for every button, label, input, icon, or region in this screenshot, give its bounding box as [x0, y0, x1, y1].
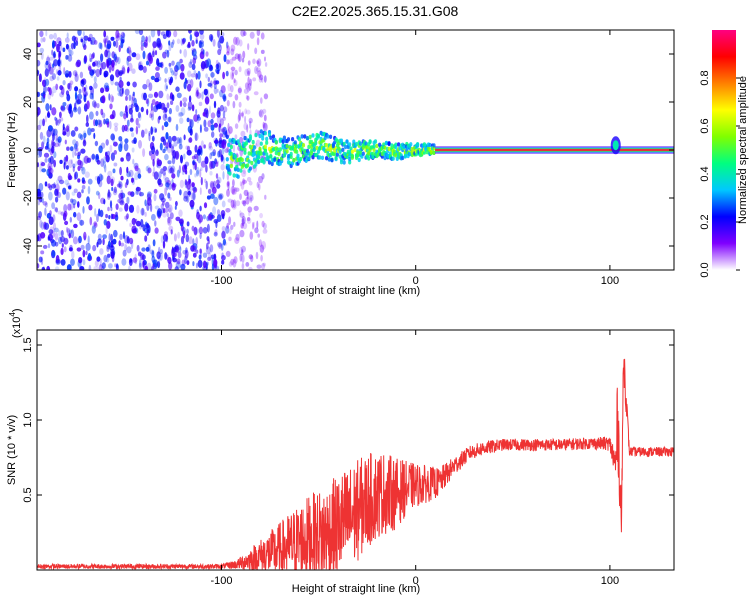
- snr-x-axis: -100 0 100: [210, 330, 619, 587]
- spectrogram-panel: -100 0 100 -40 -20 0 20 40 Height of straight …: [6, 29, 675, 297]
- spectrogram-marks: [37, 30, 674, 270]
- spectrogram-y-tick-label: -20: [22, 190, 34, 206]
- colorbar-label: Normalized spectral amplitude: [737, 76, 749, 224]
- spectrogram-x-tick-label: 100: [601, 275, 619, 287]
- snr-y-tick-label: 1.0: [22, 412, 34, 427]
- colorbar-tick-label: 0.4: [699, 166, 711, 181]
- spectrogram-y-label: Frequency (Hz): [6, 112, 18, 188]
- snr-scale-base: (x10: [11, 317, 23, 338]
- snr-y-label: SNR (10 * v/v): [6, 415, 18, 485]
- snr-scale-label: (x104): [8, 308, 23, 338]
- snr-y-axis: 0.5 1.0 1.5: [22, 337, 674, 503]
- snr-x-label: Height of straight line (km): [292, 583, 420, 595]
- spectrogram-y-tick-label: 40: [22, 48, 34, 60]
- colorbar-tick-label: 0.8: [699, 70, 711, 85]
- colorbar-tick-label: 0.0: [699, 262, 711, 277]
- heatmap-region-wavy-signal: [225, 129, 436, 179]
- colorbar: 0.0 0.2 0.4 0.6 0.8 Normalized spectral ampl…: [699, 30, 749, 278]
- heatmap-region-burst: [610, 136, 621, 155]
- snr-scale-exponent: 4: [8, 312, 17, 317]
- colorbar-axis: 0.0 0.2 0.4 0.6 0.8: [699, 70, 740, 278]
- colorbar-tick-label: 0.6: [699, 118, 711, 133]
- snr-panel: -100 0 100 0.5 1.0 1.5 Height of straight li…: [6, 308, 675, 595]
- spectrogram-x-tick-label: -100: [210, 275, 232, 287]
- snr-series-line: [37, 358, 674, 570]
- snr-y-tick-label: 1.5: [22, 337, 34, 352]
- spectrogram-y-axis: -40 -20 0 20 40: [22, 48, 674, 254]
- spectrogram-x-label: Height of straight line (km): [292, 285, 420, 297]
- snr-y-tick-label: 0.5: [22, 487, 34, 502]
- snr-marks: [37, 358, 674, 570]
- snr-x-tick-label: 0: [413, 575, 419, 587]
- snr-x-tick-label: 100: [601, 575, 619, 587]
- figure-title: C2E2.2025.365.15.31.G08: [292, 3, 459, 19]
- heatmap-region-noise-tail: [225, 30, 269, 270]
- svg-text:(x104): (x104): [8, 308, 23, 338]
- spectrogram-y-tick-label: -40: [22, 238, 34, 254]
- spectrogram-x-axis: -100 0 100: [210, 30, 619, 287]
- snr-x-tick-label: -100: [210, 575, 232, 587]
- spectrogram-y-tick-label: 0: [22, 147, 34, 153]
- spectrogram-y-tick-label: 20: [22, 96, 34, 108]
- heatmap-region-steady-tone: [435, 146, 674, 154]
- colorbar-ramp: [712, 30, 736, 270]
- snr-frame: [36, 329, 675, 571]
- heatmap-region-noise: [37, 30, 230, 270]
- spectrogram-x-tick-label: 0: [413, 275, 419, 287]
- colorbar-tick-label: 0.2: [699, 214, 711, 229]
